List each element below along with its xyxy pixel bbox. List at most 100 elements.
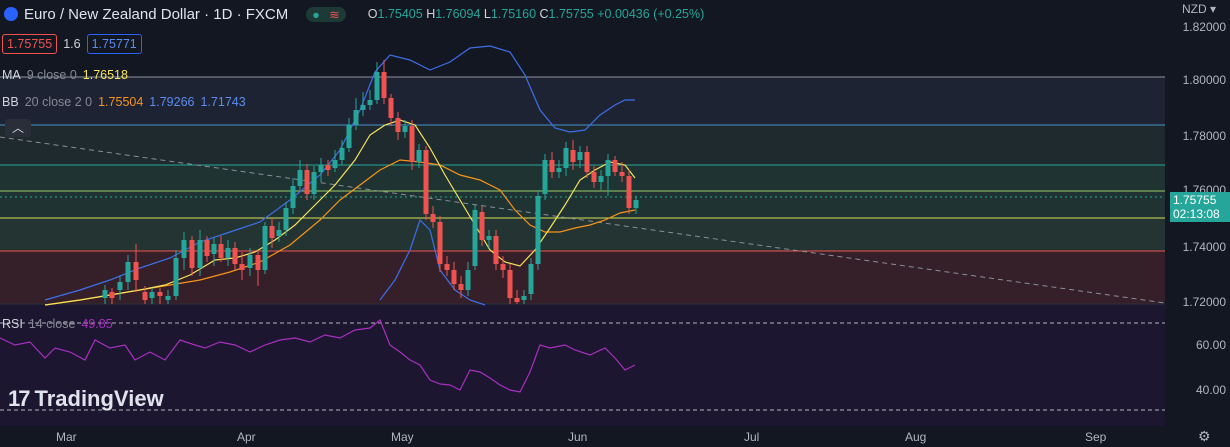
candle-body <box>247 255 253 268</box>
candle-body <box>493 236 499 264</box>
candle-body <box>584 152 590 172</box>
time-tick: Aug <box>905 430 927 444</box>
candle-body <box>542 160 548 194</box>
rsi-value: 49.85 <box>81 317 113 331</box>
market-status[interactable]: ● ≋ <box>306 6 346 22</box>
zone-mid-lower <box>0 218 1165 251</box>
rsi-pane-bg <box>0 304 1165 426</box>
candle-body <box>353 110 359 125</box>
open-value: 1.75405 <box>377 7 423 21</box>
candle-body <box>521 296 527 300</box>
candle-body <box>528 264 534 294</box>
candle-body <box>591 172 597 182</box>
candle-body <box>514 298 520 302</box>
wave-icon: ≋ <box>329 7 340 22</box>
candle-body <box>598 176 604 182</box>
chevron-down-icon: ▾ <box>1206 2 1216 16</box>
candle-body <box>605 160 611 176</box>
bb-params: 20 close 2 0 <box>24 95 93 109</box>
candle-body <box>304 170 310 194</box>
candle-body <box>570 150 576 162</box>
candle-body <box>479 212 485 240</box>
time-tick: Apr <box>237 430 256 444</box>
candle-body <box>173 258 179 296</box>
ma-legend[interactable]: MA 9 close 0 1.76518 <box>2 65 128 85</box>
candle-body <box>451 270 457 284</box>
candle-body <box>339 148 345 160</box>
price-tick: 1.78000 <box>1182 129 1226 143</box>
bb-legend[interactable]: BB 20 close 2 0 1.75504 1.79266 1.71743 <box>2 92 246 112</box>
rsi-line <box>0 319 636 393</box>
tv-logo-icon: 17 <box>8 386 31 411</box>
candle-body <box>458 284 464 290</box>
candle-body <box>311 172 317 194</box>
candle-body <box>290 186 296 208</box>
candle-body <box>395 118 401 132</box>
candle-body <box>125 262 131 282</box>
candle-body <box>374 72 380 100</box>
candle-body <box>269 226 275 238</box>
bb-basis-value: 1.75504 <box>98 95 144 109</box>
candle-body <box>563 148 569 168</box>
time-tick: Jun <box>568 430 588 444</box>
tradingview-logo[interactable]: 17 TradingView <box>8 386 164 412</box>
market-open-dot-icon: ● <box>312 7 320 22</box>
symbol-title[interactable]: Euro / New Zealand Dollar · 1D · FXCM <box>24 5 289 23</box>
candle-body <box>556 168 562 172</box>
candle-body <box>430 214 436 222</box>
price-tick: 1.82000 <box>1182 20 1226 34</box>
zone-upper <box>0 77 1165 125</box>
settings-gear-icon[interactable]: ⚙ <box>1198 428 1211 444</box>
last-price-badge: 1.75755 02:13:08 <box>1170 192 1230 222</box>
candle-body <box>381 72 387 98</box>
candle-body <box>486 236 492 240</box>
candle-body <box>218 244 224 258</box>
candle-body <box>612 160 618 172</box>
ma-value: 1.76518 <box>82 68 128 82</box>
time-tick: Jul <box>744 430 760 444</box>
low-label: L <box>483 7 491 21</box>
candle-body <box>402 126 408 132</box>
rsi-label: RSI <box>2 317 23 331</box>
candle-body <box>102 290 108 298</box>
time-tick: Sep <box>1085 430 1107 444</box>
close-label: C <box>539 7 549 21</box>
chevron-up-icon: ︿ <box>11 121 24 135</box>
ma-label: MA <box>2 68 21 82</box>
candle-body <box>472 210 478 266</box>
trade-bar: 1.75755 1.6 1.75771 <box>2 34 142 54</box>
time-tick: Mar <box>56 430 77 444</box>
currency-label: NZD <box>1181 2 1207 16</box>
rsi-tick: 60.00 <box>1195 338 1226 352</box>
candle-body <box>232 248 238 264</box>
bb-lower-line <box>379 218 486 306</box>
bb-lower-value: 1.71743 <box>200 95 246 109</box>
candle-body <box>283 208 289 230</box>
candle-body <box>181 240 187 258</box>
buy-button[interactable]: 1.75771 <box>86 34 142 54</box>
candle-body <box>423 150 429 214</box>
rsi-legend[interactable]: RSI 14 close 49.85 <box>2 314 113 334</box>
time-tick: May <box>391 430 414 444</box>
candle-body <box>297 170 303 186</box>
ohlc-values: O1.75405 H1.76094 L1.75160 C1.75755 +0.0… <box>368 7 704 21</box>
candle-body <box>255 255 261 270</box>
candle-body <box>535 196 541 264</box>
candle-body <box>157 292 163 296</box>
candle-body <box>117 282 123 290</box>
candle-body <box>197 240 203 268</box>
candle-body <box>332 160 338 168</box>
price-tick: 1.74000 <box>1182 240 1226 254</box>
collapse-legend-button[interactable]: ︿ <box>5 119 31 137</box>
spread-value: 1.6 <box>63 37 81 51</box>
candle-body <box>142 292 148 300</box>
candle-body <box>367 100 373 105</box>
candlestick-series <box>102 60 639 304</box>
currency-selector[interactable]: NZD ▾ <box>1182 2 1216 16</box>
candle-body <box>577 152 583 160</box>
high-label: H <box>426 7 436 21</box>
sell-button[interactable]: 1.75755 <box>2 34 58 54</box>
ma-params: 9 close 0 <box>26 68 77 82</box>
candle-body <box>133 262 139 280</box>
